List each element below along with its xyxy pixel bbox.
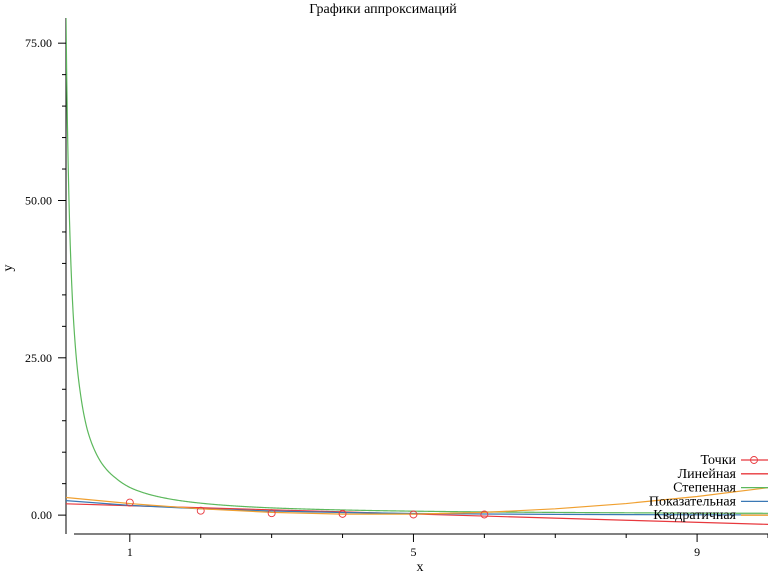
data-point (196, 506, 205, 515)
data-point (338, 509, 347, 518)
legend-label: Линейная (678, 467, 737, 482)
series-line (66, 500, 768, 516)
legend-marker (750, 456, 758, 464)
plot-area (66, 18, 768, 525)
legend-label: Точки (701, 453, 737, 468)
series-layer (66, 18, 768, 525)
series-line (66, 18, 768, 514)
series-line (66, 487, 768, 515)
data-point (267, 509, 276, 518)
data-point (125, 498, 134, 507)
legend-label: Показательная (649, 494, 737, 509)
y-axis-label: y (1, 265, 16, 272)
y-tick-label: 0.00 (31, 508, 52, 522)
x-tick-label: 1 (127, 545, 133, 559)
x-axis-label: x (417, 560, 424, 575)
y-tick-label: 50.00 (25, 193, 52, 207)
axes: 0.00 25.00 50.00 75.00 1 5 9 (25, 18, 768, 559)
x-tick-label: 5 (410, 545, 416, 559)
legend-label: Степенная (673, 481, 736, 496)
chart-title: Графики аппроксимаций (309, 2, 457, 17)
y-tick-label: 75.00 (25, 36, 52, 50)
data-point (480, 510, 489, 519)
data-point (409, 510, 418, 519)
y-tick-label: 25.00 (25, 351, 52, 365)
x-tick-label: 9 (694, 545, 700, 559)
legend: ТочкиЛинейнаяСтепеннаяПоказательнаяКвадр… (649, 453, 768, 523)
legend-label: Квадратичная (653, 508, 736, 523)
